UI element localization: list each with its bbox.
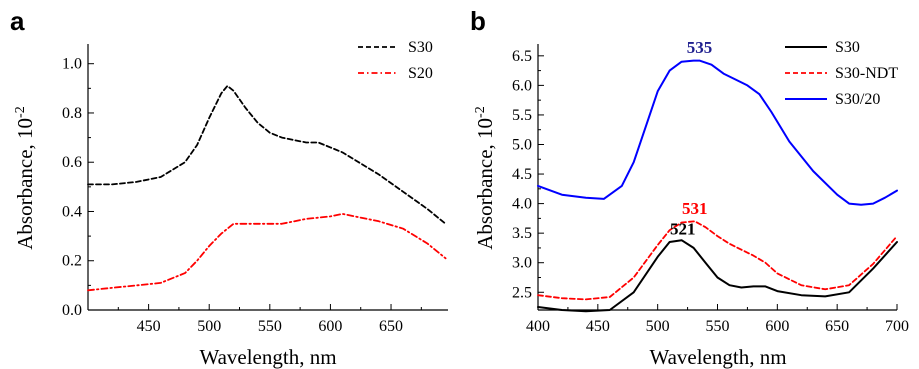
panel-b: b 2.5 3.0 3.5 4.0 4.5 5.0 5.5 6.0 6.5 400 450 500 550…: [470, 6, 909, 369]
y-axis-title-text: Absorbance, 10: [473, 118, 497, 250]
legend-label: S30: [408, 39, 433, 56]
y-tick-label: 3.0: [512, 255, 532, 272]
x-tick-label: 600: [765, 318, 789, 335]
series-line-s30: [87, 85, 447, 225]
x-tick-label: 450: [586, 318, 610, 335]
x-tick-label: 650: [379, 318, 403, 335]
panel-letter: a: [10, 6, 25, 36]
x-axis-title: Wavelength, nm: [199, 345, 336, 369]
y-tick-label: 0.8: [62, 105, 82, 122]
y-tick-label: 0.6: [62, 154, 82, 171]
x-tick-label: 550: [706, 318, 730, 335]
legend-label: S30: [835, 39, 860, 56]
y-axis-title-exponent: -2: [13, 106, 28, 118]
y-tick-label: 3.5: [512, 225, 532, 242]
y-axis-title-text: Absorbance, 10: [13, 118, 37, 250]
peak-label: 535: [687, 38, 713, 57]
y-tick-label: 0.0: [62, 302, 82, 319]
panel-letter: b: [470, 6, 486, 36]
series-line-s20: [87, 212, 447, 292]
panel-a: a 0.0 0.2 0.4 0.6 0.8 1.0 450 500 550 600 650 Wavele…: [10, 6, 448, 369]
y-tick-label: 1.0: [62, 56, 82, 73]
x-tick-label: 500: [646, 318, 670, 335]
peak-label: 531: [682, 199, 708, 218]
x-tick-label: 700: [885, 318, 909, 335]
y-tick-label: 0.4: [62, 203, 82, 220]
x-tick-label: 650: [825, 318, 849, 335]
legend-label: S30-NDT: [835, 65, 898, 82]
y-tick-label: 2.5: [512, 284, 532, 301]
series-line-s30-20: [537, 59, 898, 206]
y-tick-label: 4.0: [512, 196, 532, 213]
x-axis-title: Wavelength, nm: [649, 345, 786, 369]
series-line-s30-ndt: [537, 220, 898, 301]
y-tick-label: 6.5: [512, 48, 532, 65]
x-tick-label: 450: [137, 318, 161, 335]
y-axis-title: Absorbance, 10-2: [473, 106, 497, 249]
x-tick-label: 400: [526, 318, 550, 335]
y-tick-label: 5.0: [512, 136, 532, 153]
y-tick-label: 4.5: [512, 166, 532, 183]
legend-label: S20: [408, 65, 433, 82]
x-tick-label: 550: [258, 318, 282, 335]
legend-label: S30/20: [835, 91, 880, 108]
x-tick-label: 500: [197, 318, 221, 335]
y-axis-title: Absorbance, 10-2: [13, 106, 37, 249]
y-tick-label: 5.5: [512, 107, 532, 124]
peak-label: 521: [670, 219, 696, 238]
y-axis-title-exponent: -2: [473, 106, 488, 118]
x-tick-label: 600: [318, 318, 342, 335]
series-line-s30: [537, 239, 898, 313]
y-tick-label: 6.0: [512, 77, 532, 94]
y-tick-label: 0.2: [62, 253, 82, 270]
